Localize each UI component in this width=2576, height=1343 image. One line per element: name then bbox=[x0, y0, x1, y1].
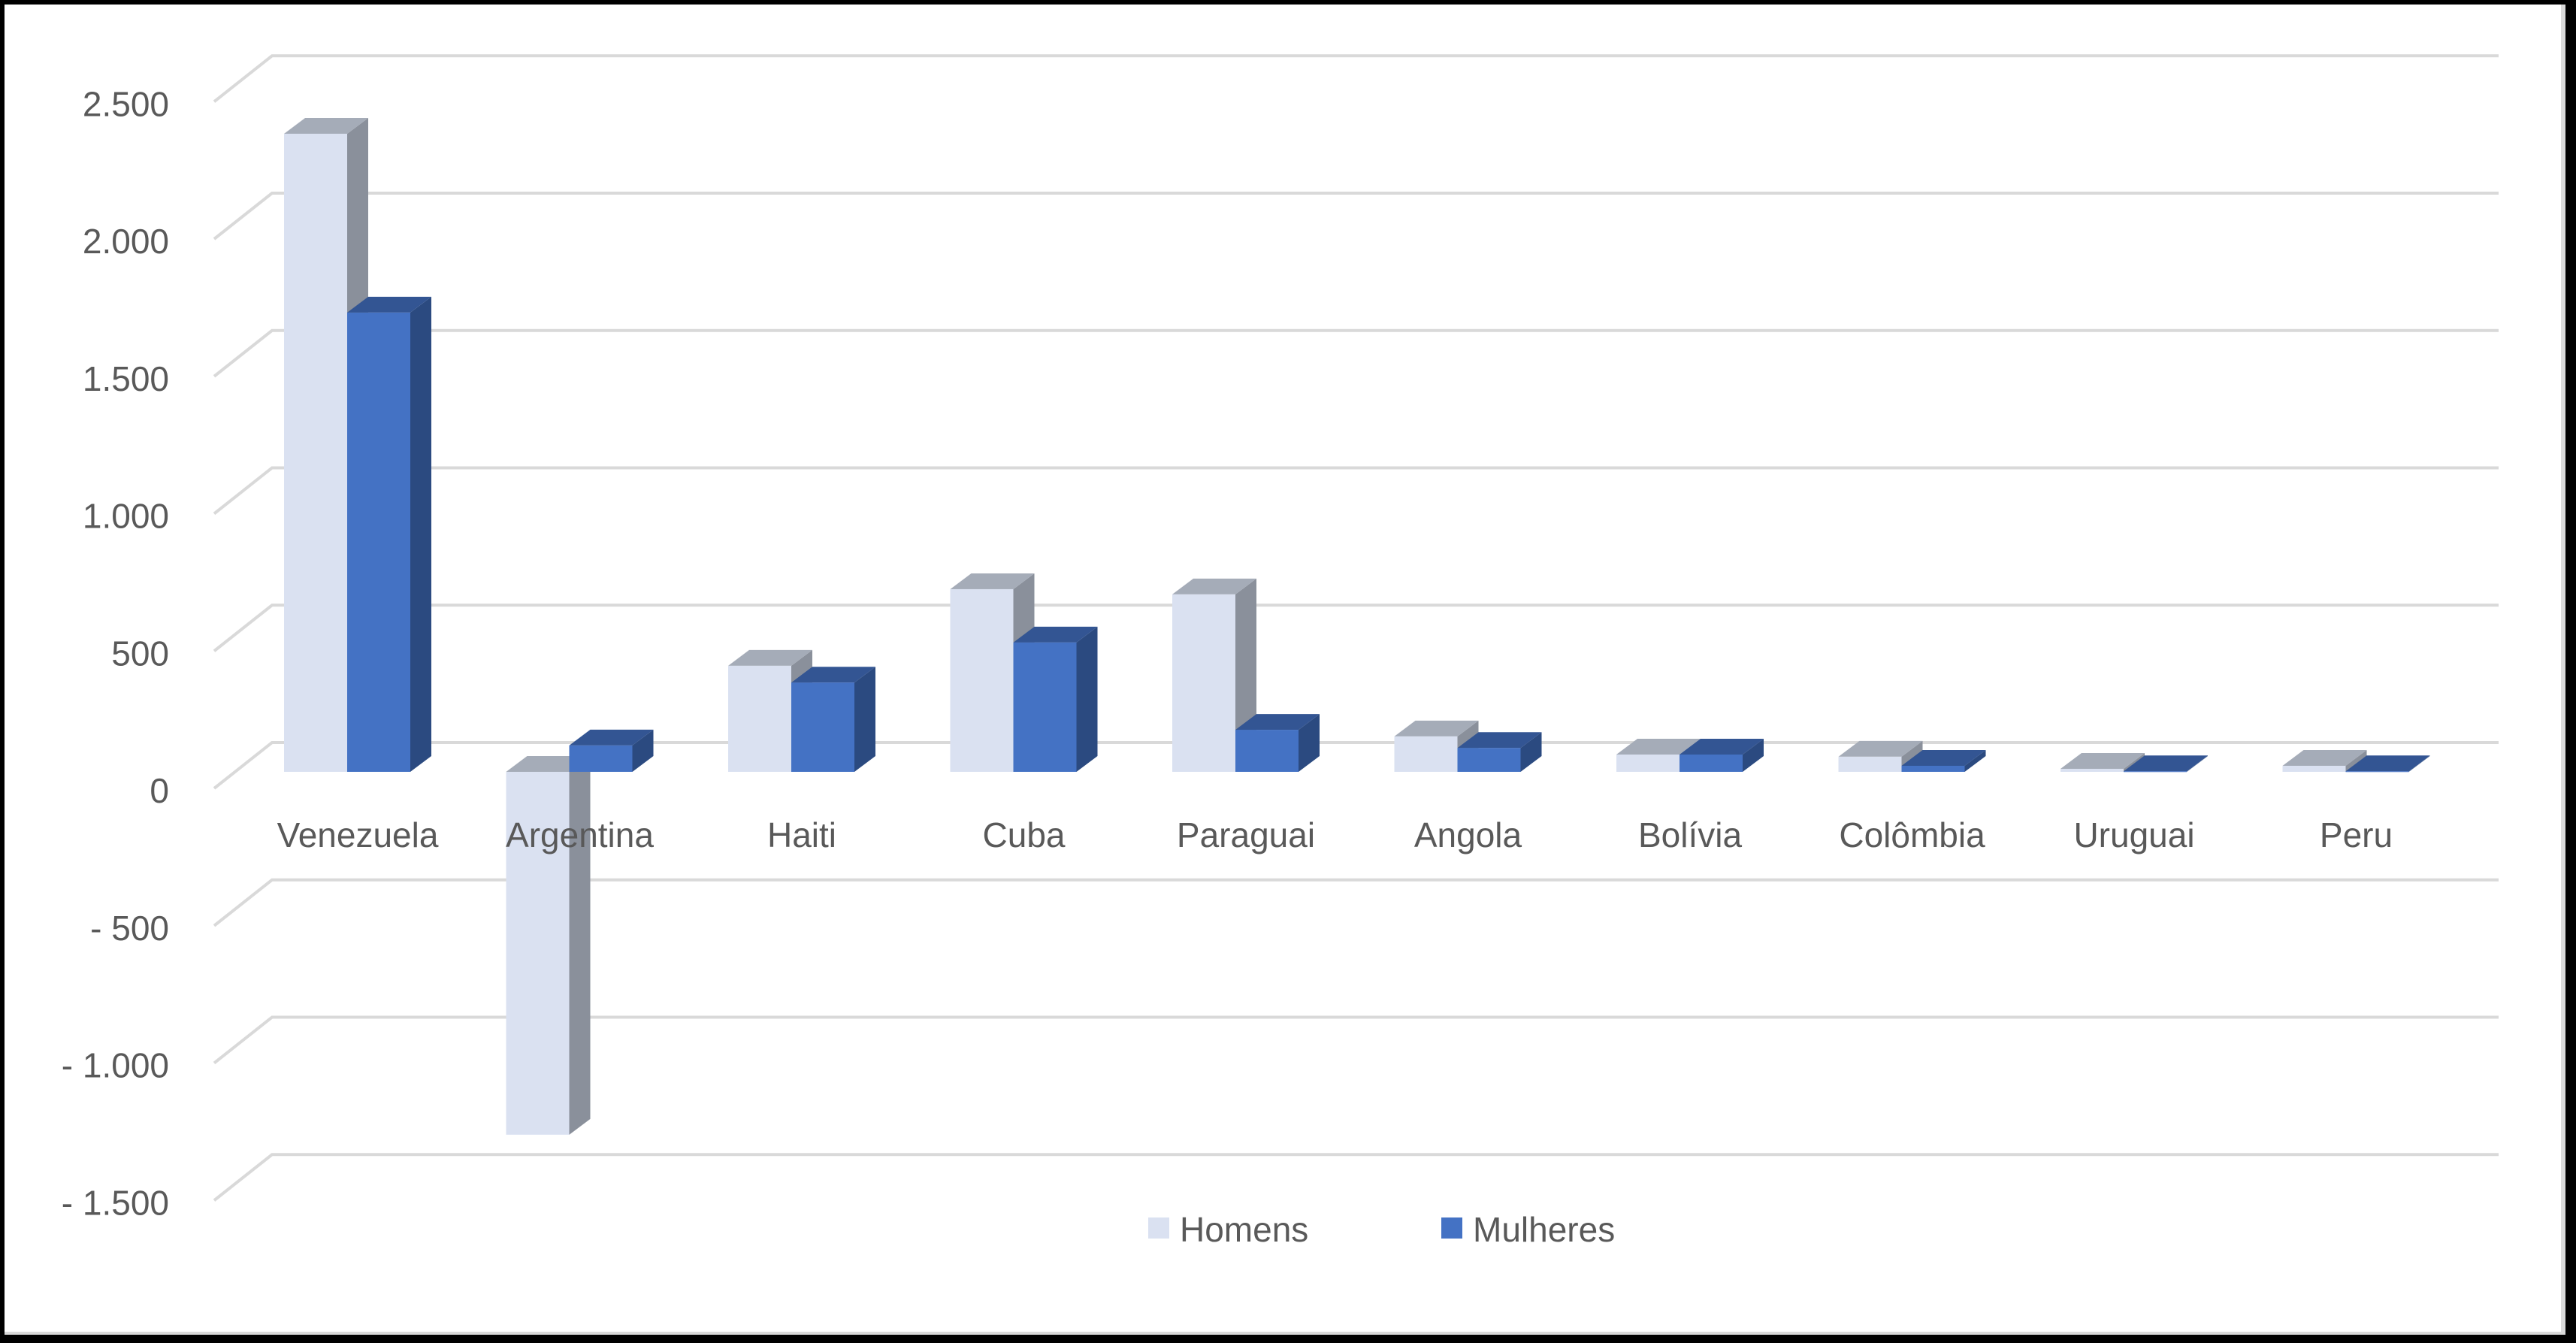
gridline bbox=[213, 878, 2499, 927]
bar-mulheres bbox=[1901, 749, 1986, 772]
y-tick-label: - 500 bbox=[90, 909, 169, 948]
bar-mulheres bbox=[791, 667, 875, 772]
y-axis-labels: 2.500 2.000 1.500 1.000 500 0 - 500 - 1.000 - 1.… bbox=[62, 84, 169, 1222]
x-tick-label: Cuba bbox=[983, 815, 1066, 854]
legend-label-homens: Homens bbox=[1180, 1210, 1308, 1249]
y-tick-label: 2.000 bbox=[83, 222, 169, 261]
legend-label-mulheres: Mulheres bbox=[1473, 1210, 1615, 1249]
x-tick-label: Bolívia bbox=[1638, 815, 1742, 854]
bar-homens bbox=[2060, 752, 2145, 772]
x-tick-label: Argentina bbox=[506, 815, 654, 854]
bar-mulheres bbox=[2345, 755, 2430, 773]
legend-swatch-mulheres bbox=[1441, 1217, 1462, 1239]
gridline bbox=[213, 328, 2499, 378]
x-tick-label: Haiti bbox=[767, 815, 836, 854]
bar-homens bbox=[1172, 578, 1256, 772]
gridline bbox=[213, 1015, 2499, 1065]
gridline bbox=[213, 1153, 2499, 1202]
bar-group-venezuela bbox=[284, 117, 431, 773]
gridline bbox=[213, 192, 2499, 240]
y-tick-label: 500 bbox=[111, 634, 169, 673]
bar-mulheres bbox=[569, 729, 654, 772]
y-tick-label: 2.500 bbox=[83, 84, 169, 123]
bars bbox=[284, 117, 2430, 1135]
y-tick-label: - 1.500 bbox=[62, 1183, 169, 1222]
bar-group-cuba bbox=[950, 573, 1098, 772]
bar-group-colômbia bbox=[1838, 740, 1986, 772]
gridline bbox=[213, 54, 2499, 103]
y-tick-label: 0 bbox=[150, 771, 169, 810]
x-tick-label: Uruguai bbox=[2073, 815, 2194, 854]
bar-mulheres bbox=[1235, 714, 1320, 772]
bar-mulheres bbox=[2124, 755, 2208, 773]
gridline bbox=[213, 603, 2499, 652]
legend-swatch-homens bbox=[1148, 1217, 1169, 1239]
bar-group-uruguai bbox=[2060, 752, 2208, 773]
x-axis-labels: Venezuela Argentina Haiti Cuba Paraguai Angol… bbox=[277, 815, 2393, 854]
bar-group-haiti bbox=[728, 649, 875, 772]
y-tick-label: 1.000 bbox=[83, 497, 169, 536]
gridline bbox=[213, 466, 2499, 516]
bar-homens bbox=[506, 756, 591, 1135]
bar-mulheres bbox=[1013, 626, 1098, 772]
bar-group-peru bbox=[2282, 749, 2430, 773]
bar-group-bolívia bbox=[1616, 738, 1764, 772]
bar-mulheres bbox=[1457, 732, 1542, 772]
bar-mulheres bbox=[1680, 738, 1764, 772]
x-tick-label: Paraguai bbox=[1177, 815, 1315, 854]
x-tick-label: Peru bbox=[2320, 815, 2393, 854]
y-tick-label: 1.500 bbox=[83, 359, 169, 398]
bar-group-paraguai bbox=[1172, 578, 1320, 772]
bar-group-angola bbox=[1394, 720, 1542, 772]
y-tick-label: - 1.000 bbox=[62, 1046, 169, 1085]
x-tick-label: Angola bbox=[1414, 815, 1522, 854]
x-tick-label: Venezuela bbox=[277, 815, 439, 854]
x-tick-label: Colômbia bbox=[1839, 815, 1985, 854]
bar-homens bbox=[1838, 740, 1923, 772]
bar-homens bbox=[2282, 749, 2367, 772]
legend: Homens Mulheres bbox=[1148, 1210, 1615, 1249]
bar-mulheres bbox=[347, 296, 431, 772]
bar-group-argentina bbox=[506, 729, 654, 1135]
gridlines bbox=[213, 54, 2499, 1202]
